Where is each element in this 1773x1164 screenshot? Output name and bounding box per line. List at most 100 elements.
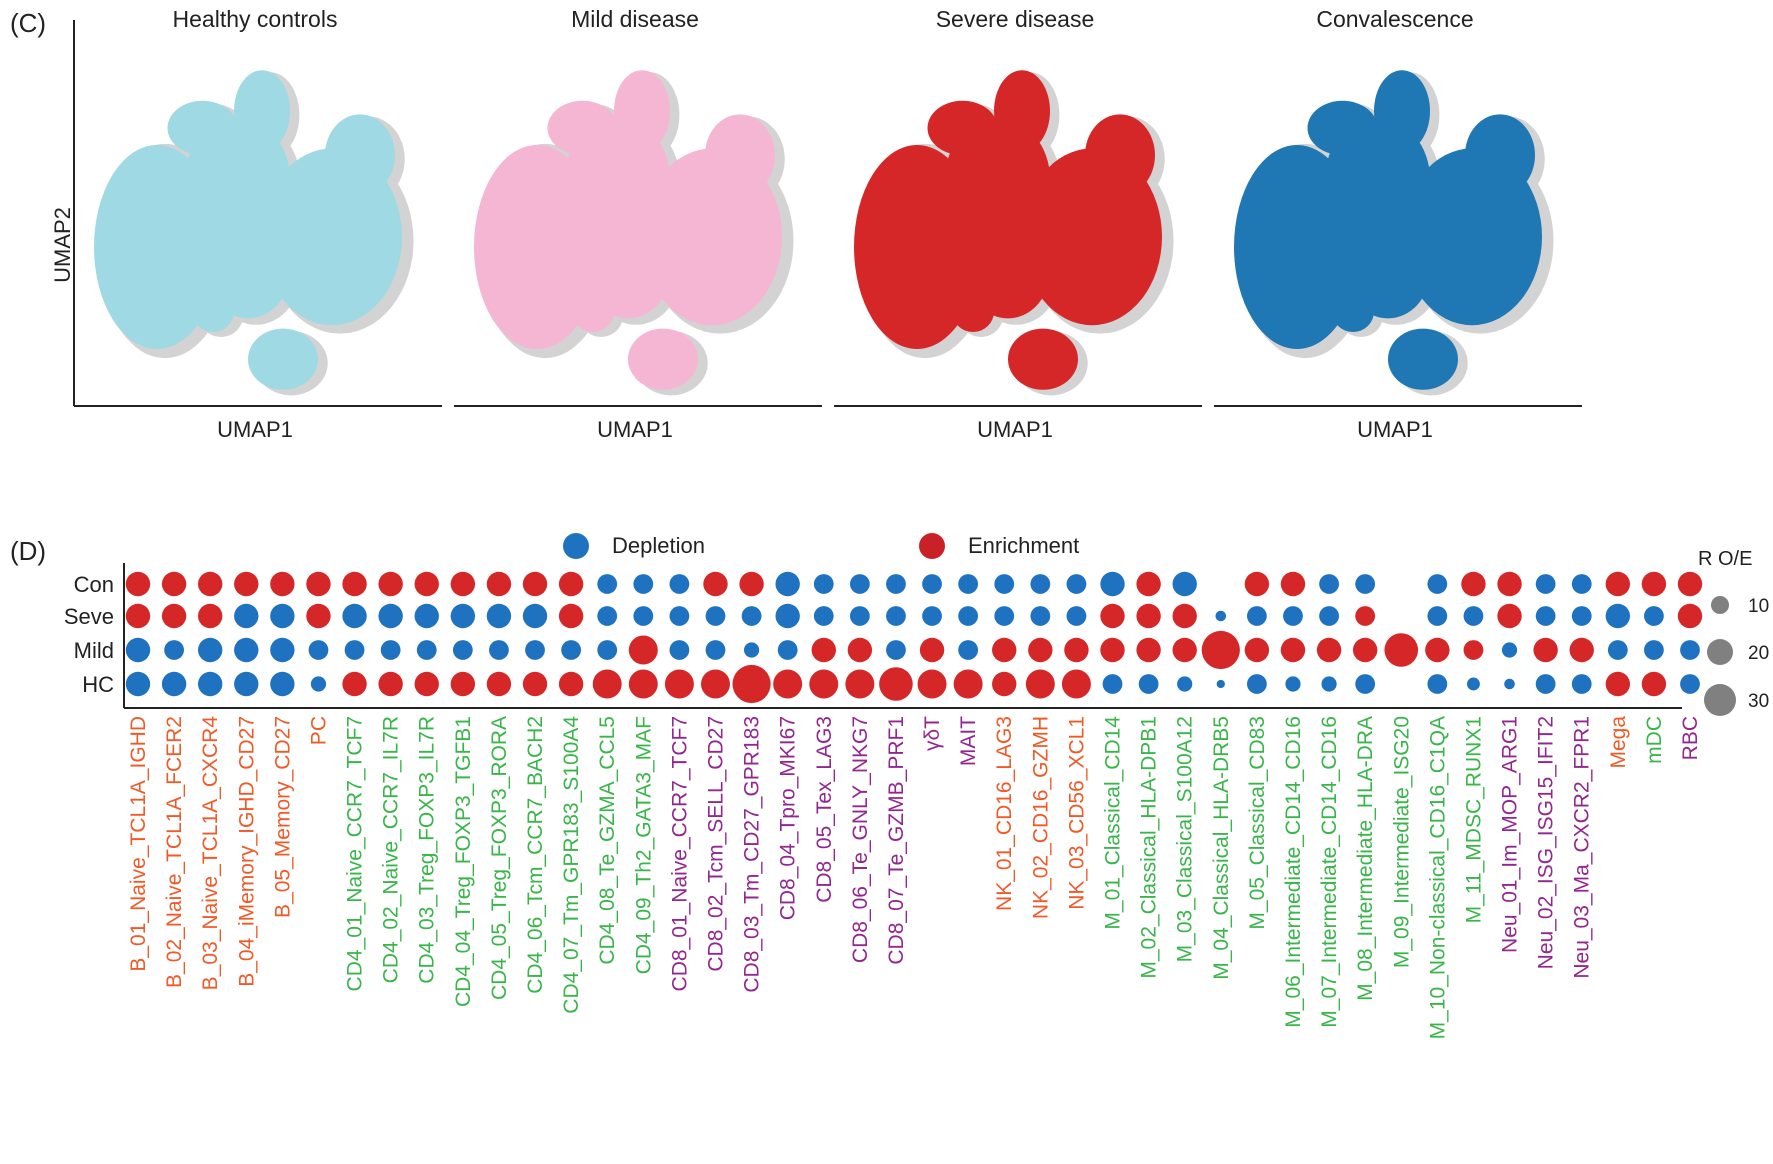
column-label: M_10_Non-classical_CD16_C1QA xyxy=(1426,716,1449,1039)
bubble-point xyxy=(1535,574,1556,594)
bubble-point xyxy=(1504,678,1515,690)
bubble-point xyxy=(270,603,295,629)
bubble-point xyxy=(849,606,870,626)
bubble-point xyxy=(1677,571,1703,597)
umap-cluster xyxy=(1008,328,1078,390)
bubble-point xyxy=(1201,630,1240,670)
bubble-point xyxy=(813,606,834,626)
bubble-point xyxy=(1100,571,1125,597)
bubble-point xyxy=(743,642,760,658)
bubble-point xyxy=(486,603,512,629)
bubble-point xyxy=(306,571,331,597)
row-label: Seve xyxy=(64,604,114,629)
bubble-point xyxy=(1246,606,1267,626)
bubble-point xyxy=(450,603,476,629)
bubble-point xyxy=(1280,637,1306,663)
column-label: RBC xyxy=(1679,716,1702,760)
bubble-point xyxy=(1427,606,1448,626)
bubble-point xyxy=(1571,606,1592,626)
bubble-point xyxy=(1644,640,1664,660)
umap-cluster xyxy=(206,223,290,319)
bubble-point xyxy=(1030,574,1051,594)
bubble-point xyxy=(344,640,365,660)
size-legend-label-30: 30 xyxy=(1748,691,1769,712)
column-label: B_01_Naive_TCL1A_IGHD xyxy=(127,716,150,972)
bubble-point xyxy=(628,635,658,665)
umap-panel-1: Healthy controls UMAP1 xyxy=(73,6,442,442)
bubble-point xyxy=(1677,603,1703,629)
bubble-point xyxy=(739,571,764,597)
legend-enrichment-marker xyxy=(919,533,945,559)
umap-cluster xyxy=(1465,114,1535,196)
column-label: CD4_07_Tm_GPR183_S100A4 xyxy=(560,716,583,1014)
bubble-point xyxy=(1463,640,1484,660)
umap-cluster xyxy=(705,114,775,196)
legend-depletion-marker xyxy=(563,533,589,559)
bubble-point xyxy=(1680,674,1700,694)
column-label: CD4_05_Treg_FOXP3_RORA xyxy=(488,716,511,1000)
bubble-point xyxy=(1497,603,1522,629)
bubble-point xyxy=(886,574,906,594)
column-label: CD8_04_Tpro_MKI67 xyxy=(777,716,800,920)
bubble-point xyxy=(1177,676,1193,692)
bubble-point xyxy=(811,637,836,663)
bubble-point xyxy=(958,574,979,594)
bubble-point xyxy=(775,603,800,629)
bubble-point xyxy=(125,637,151,663)
bubble-point xyxy=(700,669,730,699)
bubble-point xyxy=(486,671,512,697)
bubble-point xyxy=(633,606,654,626)
column-label: CD4_03_Treg_FOXP3_IL7R xyxy=(416,716,439,984)
column-label: NK_01_CD16_LAG3 xyxy=(993,716,1016,911)
bubble-point xyxy=(1244,637,1270,663)
bubble-point xyxy=(705,606,726,626)
panel-c-label: (C) xyxy=(10,8,46,38)
bubble-point xyxy=(1427,674,1448,694)
row-label: HC xyxy=(82,672,114,697)
bubble-point xyxy=(1605,603,1631,629)
column-label: M_08_Intermediate_HLA-DRA xyxy=(1354,716,1377,1001)
bubble-point xyxy=(1535,674,1556,694)
bubble-point xyxy=(597,640,618,660)
bubble-point xyxy=(1136,637,1161,663)
umap1-axis-label: UMAP1 xyxy=(977,417,1053,442)
row-label: Con xyxy=(74,572,114,597)
bubble-point xyxy=(1352,637,1378,663)
bubble-point xyxy=(1172,603,1197,629)
bubble-point xyxy=(919,637,945,663)
bubble-point xyxy=(1425,637,1450,663)
bubble-point xyxy=(1644,606,1664,626)
bubble-point xyxy=(1030,606,1051,626)
column-label: CD4_08_Te_GZMA_CCL5 xyxy=(596,716,619,965)
umap-cluster xyxy=(1346,223,1430,319)
column-label: B_02_Naive_TCL1A_FCER2 xyxy=(163,716,186,988)
bubble-point xyxy=(813,574,834,594)
column-label: M_04_Classical_HLA-DRB5 xyxy=(1210,716,1233,980)
bubble-point xyxy=(125,671,151,697)
bubble-point xyxy=(452,640,473,660)
bubble-point xyxy=(310,676,327,692)
column-label: CD4_06_Tcm_CCR7_BACH2 xyxy=(524,716,547,994)
column-label: M_11_MDSC_RUNX1 xyxy=(1462,716,1485,923)
bubble-point xyxy=(234,571,259,597)
umap-panel-title: Healthy controls xyxy=(173,6,338,32)
column-label: mDC xyxy=(1643,716,1666,764)
bubble-point xyxy=(414,603,439,629)
bubble-point xyxy=(1463,606,1484,626)
umap-panel-2: Mild disease UMAP1 xyxy=(454,6,822,442)
bubble-point xyxy=(270,671,295,697)
column-label: Neu_02_ISG_ISG15_IFIT2 xyxy=(1535,716,1558,969)
panel-d-label: (D) xyxy=(10,536,46,566)
bubble-point xyxy=(1246,674,1267,694)
bubble-point xyxy=(1025,669,1055,699)
size-legend-label-10: 10 xyxy=(1748,596,1769,617)
bubble-plot: Con Seve Mild HC B_01_Naive_TCL1A_IGHD B_02_N… xyxy=(64,563,1703,1039)
column-label: CD8_02_Tcm_SELL_CD27 xyxy=(704,716,727,972)
bubble-point xyxy=(378,671,403,697)
bubble-point xyxy=(1138,674,1159,694)
bubble-point xyxy=(450,671,476,697)
bubble-point xyxy=(1571,674,1592,694)
bubble-point xyxy=(1355,674,1376,694)
bubble-point xyxy=(414,671,439,697)
